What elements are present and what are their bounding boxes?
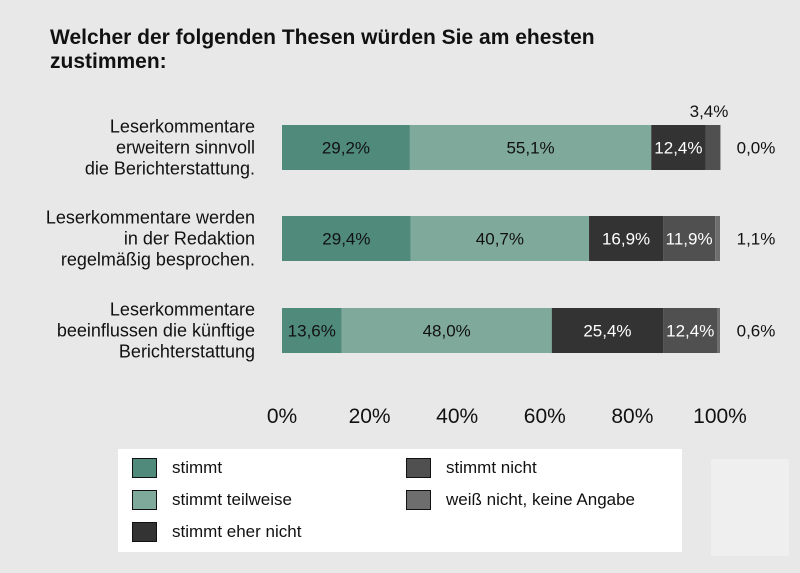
x-tick-label: 80% — [611, 405, 653, 428]
data-label: 48,0% — [423, 322, 471, 341]
bar-segment-stimmt-nicht — [705, 125, 721, 170]
legend-item-weiss-nicht: weiß nicht, keine Angabe — [406, 489, 635, 511]
bar-segment-stimmt-teilweise — [409, 125, 652, 170]
bar-segment-weiss-nicht-keine-angabe — [717, 308, 720, 353]
data-label: 12,4% — [666, 322, 714, 341]
bar-segment-stimmt-eher-nicht — [551, 308, 664, 353]
x-tick-label: 60% — [524, 405, 566, 428]
category-label: Leserkommentare — [110, 117, 255, 137]
data-label: 1,1% — [737, 230, 776, 249]
data-label: 29,4% — [322, 230, 370, 249]
bar-segment-weiss-nicht-keine-angabe — [715, 216, 720, 261]
bar-segment-stimmt-nicht — [663, 216, 716, 261]
bar-segment-stimmt — [282, 216, 411, 261]
x-tick-label: 20% — [349, 405, 391, 428]
category-label: regelmäßig besprochen. — [61, 250, 255, 270]
bar-segment-stimmt — [282, 308, 342, 353]
bar-segment-stimmt-teilweise — [341, 308, 552, 353]
legend-swatch-weiss-nicht — [406, 490, 431, 510]
category-label: in der Redaktion — [124, 229, 255, 249]
category-label: beeinflussen die künftige — [57, 321, 255, 341]
data-label: 55,1% — [506, 139, 554, 158]
legend-item-stimmt: stimmt — [132, 457, 222, 479]
data-label: 29,2% — [322, 139, 370, 158]
category-label: die Berichterstattung. — [85, 159, 255, 179]
legend-label: stimmt nicht — [446, 458, 537, 477]
data-label: 11,9% — [666, 230, 713, 249]
x-tick-label: 40% — [436, 405, 478, 428]
legend-label: stimmt eher nicht — [172, 522, 302, 541]
data-label: 0,6% — [737, 322, 776, 341]
bar-segment-stimmt-eher-nicht — [651, 125, 706, 170]
data-label: 25,4% — [583, 322, 631, 341]
legend-label: weiß nicht, keine Angabe — [446, 490, 636, 509]
data-label: 40,7% — [476, 230, 524, 249]
legend-swatch-stimmt-nicht — [406, 458, 431, 478]
bar-segment-stimmt-nicht — [663, 308, 718, 353]
legend-swatch-stimmt — [132, 458, 157, 478]
category-label: Leserkommentare — [110, 300, 255, 320]
data-label: 13,6% — [288, 322, 336, 341]
data-label: 3,4% — [690, 102, 729, 121]
chart-title: Welcher der folgenden Thesen würden Sie … — [50, 26, 595, 73]
x-tick-label: 0% — [267, 405, 297, 428]
bar-segment-stimmt-eher-nicht — [589, 216, 664, 261]
legend-swatch-stimmt-eher-nicht — [132, 522, 157, 542]
bar-segment-stimmt — [282, 125, 410, 170]
x-tick-label: 100% — [693, 405, 747, 428]
bar-segment-stimmt-teilweise — [410, 216, 590, 261]
data-label: 0,0% — [737, 139, 776, 158]
legend-swatch-stimmt-teilweise — [132, 490, 157, 510]
data-label: 12,4% — [654, 139, 702, 158]
legend-label: stimmt — [172, 458, 223, 477]
category-label: Berichterstattung — [119, 342, 255, 362]
legend-item-stimmt-nicht: stimmt nicht — [406, 457, 537, 479]
category-label: Leserkommentare werden — [46, 208, 255, 228]
legend: stimmt stimmt teilweise stimmt eher nich… — [118, 449, 682, 552]
legend-item-stimmt-eher-nicht: stimmt eher nicht — [132, 521, 301, 543]
data-label: 16,9% — [602, 230, 650, 249]
category-label: erweitern sinnvoll — [116, 138, 255, 158]
legend-item-stimmt-teilweise: stimmt teilweise — [132, 489, 292, 511]
legend-label: stimmt teilweise — [172, 490, 292, 509]
corner-panel — [711, 459, 789, 556]
